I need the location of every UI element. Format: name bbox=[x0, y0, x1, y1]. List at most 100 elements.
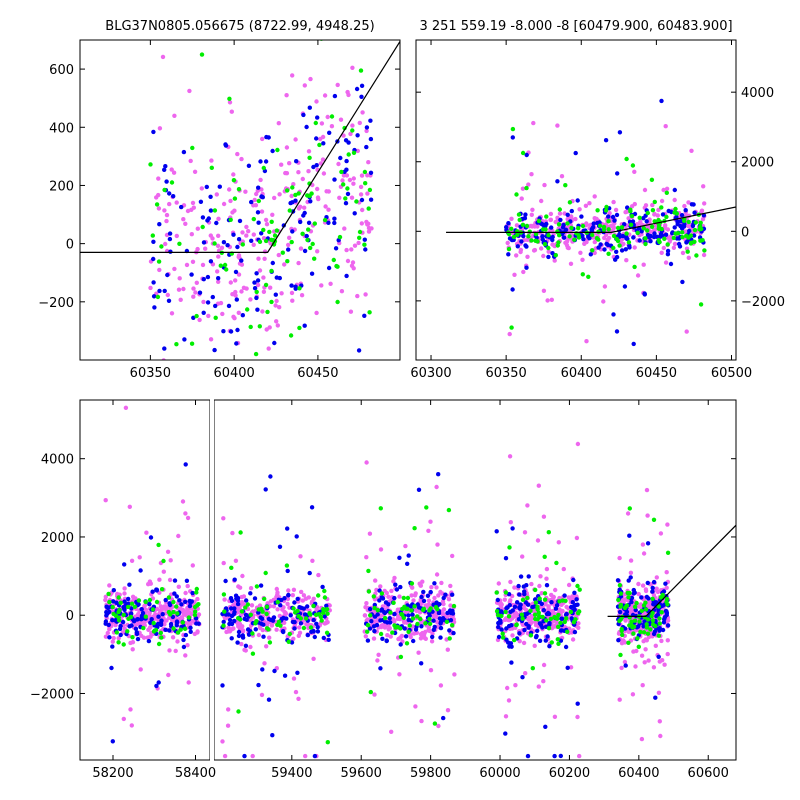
data-point bbox=[522, 627, 527, 633]
data-point bbox=[626, 216, 631, 221]
data-point bbox=[363, 247, 368, 252]
data-point bbox=[288, 613, 293, 618]
data-point bbox=[352, 243, 358, 248]
data-point bbox=[564, 611, 569, 617]
data-point bbox=[602, 247, 607, 252]
data-point bbox=[156, 176, 161, 181]
data-point bbox=[194, 590, 199, 595]
data-point bbox=[275, 607, 280, 612]
data-point bbox=[657, 626, 662, 631]
data-point bbox=[235, 151, 240, 157]
data-point bbox=[196, 602, 201, 607]
data-point bbox=[258, 177, 263, 183]
data-point bbox=[367, 606, 373, 612]
data-point bbox=[109, 665, 114, 671]
data-point bbox=[498, 604, 504, 609]
data-point bbox=[658, 531, 664, 536]
data-point bbox=[438, 635, 443, 640]
data-point bbox=[315, 625, 320, 630]
data-point bbox=[185, 643, 190, 648]
data-point bbox=[683, 208, 688, 213]
data-point bbox=[397, 555, 402, 560]
data-point bbox=[660, 658, 665, 663]
data-point bbox=[303, 753, 308, 759]
data-point bbox=[617, 609, 623, 615]
data-point bbox=[302, 210, 307, 216]
data-point bbox=[525, 602, 531, 607]
data-point bbox=[302, 248, 308, 254]
data-point bbox=[225, 243, 230, 248]
data-point bbox=[174, 200, 179, 205]
data-point bbox=[236, 709, 241, 714]
data-point bbox=[260, 136, 265, 142]
data-point bbox=[628, 570, 634, 575]
data-point bbox=[235, 244, 240, 250]
data-point bbox=[553, 219, 558, 225]
data-point bbox=[520, 616, 525, 621]
data-point bbox=[380, 636, 385, 641]
data-point bbox=[535, 538, 541, 543]
data-point bbox=[432, 721, 438, 726]
data-point bbox=[517, 631, 522, 636]
data-point bbox=[228, 329, 234, 334]
data-point bbox=[321, 635, 326, 641]
data-point bbox=[421, 631, 426, 636]
data-point bbox=[448, 603, 453, 608]
data-point bbox=[701, 252, 707, 258]
data-point bbox=[656, 207, 661, 213]
data-point bbox=[205, 274, 211, 280]
data-point bbox=[657, 621, 662, 626]
data-point bbox=[260, 667, 265, 672]
data-point bbox=[181, 286, 186, 292]
data-point bbox=[392, 575, 397, 581]
data-point bbox=[289, 290, 295, 296]
data-point bbox=[702, 201, 707, 206]
data-point bbox=[445, 708, 451, 713]
data-point bbox=[645, 228, 650, 233]
data-point bbox=[162, 288, 167, 294]
data-point bbox=[378, 547, 384, 552]
data-point bbox=[542, 591, 548, 596]
data-point bbox=[234, 596, 239, 601]
data-point bbox=[292, 600, 297, 605]
data-point bbox=[223, 142, 228, 147]
data-point bbox=[171, 599, 176, 605]
data-point bbox=[326, 207, 331, 212]
data-point bbox=[115, 591, 120, 597]
data-point bbox=[321, 171, 327, 176]
data-point bbox=[357, 120, 362, 126]
y-tick-label: 200 bbox=[49, 179, 74, 194]
data-point bbox=[648, 233, 653, 239]
y-tick-label: 4000 bbox=[41, 453, 74, 468]
data-point bbox=[116, 595, 121, 600]
data-point bbox=[580, 233, 585, 239]
data-point bbox=[549, 297, 554, 302]
data-point bbox=[643, 236, 648, 241]
data-point bbox=[659, 610, 664, 615]
data-point bbox=[524, 621, 529, 627]
data-point bbox=[403, 543, 408, 549]
data-point bbox=[192, 612, 198, 618]
data-point bbox=[148, 162, 153, 167]
data-point bbox=[181, 612, 186, 617]
data-point bbox=[410, 612, 415, 617]
data-point bbox=[561, 235, 567, 240]
data-point bbox=[298, 219, 303, 225]
data-point bbox=[233, 293, 238, 298]
data-point bbox=[201, 240, 207, 245]
data-point bbox=[275, 590, 280, 595]
data-point bbox=[322, 621, 327, 626]
data-point bbox=[437, 602, 442, 607]
data-point bbox=[167, 628, 172, 633]
data-point bbox=[306, 227, 311, 232]
data-point bbox=[313, 120, 318, 126]
data-point bbox=[614, 236, 619, 242]
data-point bbox=[424, 505, 429, 510]
data-point bbox=[375, 608, 380, 613]
data-point bbox=[238, 625, 244, 631]
data-point bbox=[236, 606, 241, 611]
data-point bbox=[648, 627, 653, 632]
data-point bbox=[240, 242, 245, 247]
data-point bbox=[498, 620, 503, 625]
data-point bbox=[517, 592, 522, 597]
